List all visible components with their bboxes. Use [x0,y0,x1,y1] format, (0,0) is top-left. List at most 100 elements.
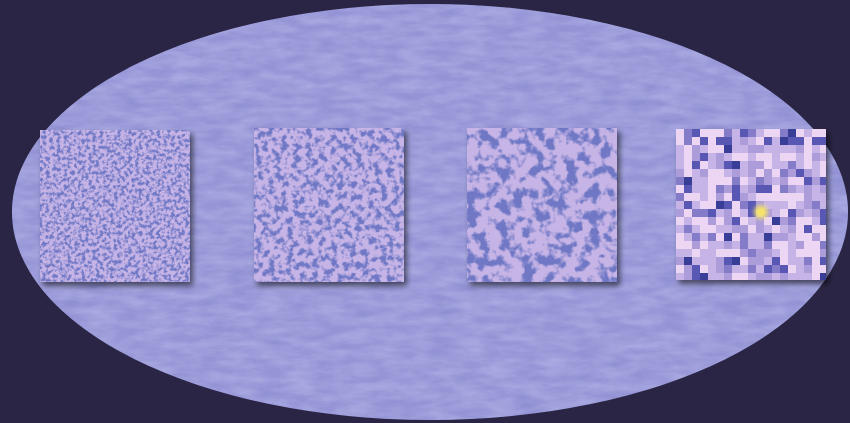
panel-4-pixel [748,273,756,280]
panel-4-pixel [700,201,708,209]
panel-4-pixel [692,233,700,241]
panel-4-pixel [708,241,716,249]
panel-4-pixel [788,193,796,201]
panel-4-pixel [676,241,684,249]
panel-4-pixel [748,161,756,169]
panel-4-pixel [788,265,796,273]
panel-4-pixel [692,169,700,177]
panel-4-pixel [700,193,708,201]
panel-4-pixel [812,201,820,209]
panel-4-pixel [732,233,740,241]
panel-4-pixel [772,193,780,201]
panel-4-pixel [684,201,692,209]
panel-4-pixel [796,257,804,265]
panel-4-pixel [684,169,692,177]
panel-4-pixel [708,177,716,185]
panel-4-pixel [732,161,740,169]
panel-4-pixel [676,225,684,233]
panel-4-pixel [692,209,700,217]
panel-4-pixel [700,249,708,257]
panel-4-pixel [804,185,812,193]
panel-4-pixel [708,161,716,169]
panel-4-pixel [724,153,732,161]
panel-4-pixel [796,177,804,185]
panel-4-pixel [716,169,724,177]
panel-4-pixel [812,241,820,249]
panel-4-pixel [716,153,724,161]
panel-4-pixel [772,273,780,280]
panel-4-pixel [716,249,724,257]
panel-4-pixel [796,169,804,177]
panel-4-pixel [708,137,716,145]
panel-4-pixel [692,129,700,137]
panel-4-pixel [716,225,724,233]
panel-4-pixel [732,217,740,225]
panel-4-pixel [772,233,780,241]
panel-4-pixel [788,161,796,169]
panel-4-pixel [804,217,812,225]
panel-4-pixel [812,129,820,137]
panel-4-pixel [756,241,764,249]
panel-4-pixel [692,153,700,161]
panel-4-pixel [756,137,764,145]
panel-4-pixel [700,225,708,233]
panel-4-pixel [764,169,772,177]
panel-4-pixel [756,273,764,280]
panel-4-pixel [748,169,756,177]
panel-4-pixel [692,273,700,280]
panel-4-pixel [796,185,804,193]
panel-4-pixel [732,241,740,249]
panel-4-pixel [684,177,692,185]
panel-4-pixel [820,241,826,249]
sky-map-ellipse [12,4,848,420]
panel-4-pixel [820,233,826,241]
panel-4-pixel [764,129,772,137]
panel-4-pixel [772,185,780,193]
panel-4-pixel [796,161,804,169]
panel-4-pixel-grid [676,129,826,280]
panel-4-pixel [700,241,708,249]
panel-4-pixel [820,161,826,169]
panel-4-pixel [756,201,764,209]
panel-4-pixel [756,185,764,193]
panel-4-pixel [788,233,796,241]
panel-4-pixel [788,129,796,137]
panel-4-pixel [708,217,716,225]
panel-4-pixel [796,225,804,233]
panel-4-pixel [692,249,700,257]
panel-4-pixel [756,257,764,265]
panel-4-pixel [804,249,812,257]
panel-4-pixel [812,185,820,193]
panel-4-pixel [804,201,812,209]
panel-4-pixel [780,169,788,177]
panel-4-pixel [740,201,748,209]
panel-4-pixel [684,129,692,137]
panel-4-pixel [732,265,740,273]
panel-4-pixel [724,145,732,153]
panel-4-pixel [692,193,700,201]
panel-4-pixel [724,161,732,169]
panel-4-pixel [788,209,796,217]
panel-4-pixel [756,233,764,241]
panel-4-pixel [716,201,724,209]
panel-4-pixel [796,217,804,225]
panel-4-pixel [700,257,708,265]
panel-4-pixel [700,265,708,273]
panel-4-pixel [796,273,804,280]
panel-4-pixel [700,169,708,177]
panel-4-pixel [796,145,804,153]
panel-4-pixel [772,177,780,185]
panel-4-pixel [676,265,684,273]
panel-4-pixel [732,185,740,193]
panel-4-pixel [772,217,780,225]
panel-4-pixel [772,209,780,217]
panel-4-pixel [676,217,684,225]
panel-4-pixel [780,233,788,241]
panel-4-pixel [676,249,684,257]
panel-4-pixel [676,137,684,145]
panel-4-pixel [716,129,724,137]
panel-4-pixel [812,145,820,153]
panel-4-pixel [820,217,826,225]
panel-4-pixel [716,233,724,241]
